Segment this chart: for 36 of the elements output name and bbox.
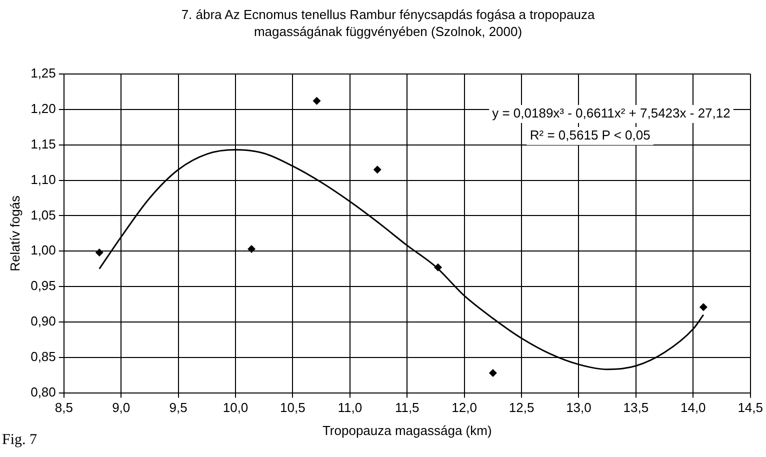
x-tick-label: 11,0 bbox=[338, 400, 362, 416]
x-tick-label: 12,5 bbox=[508, 400, 534, 416]
y-axis-title: Relatív fogás bbox=[7, 194, 22, 272]
x-tick-label: 9,0 bbox=[112, 400, 130, 416]
point bbox=[248, 244, 256, 253]
point bbox=[95, 248, 104, 257]
x-tick-label: 13,0 bbox=[566, 400, 592, 416]
point bbox=[434, 263, 442, 272]
x-tick-label: 14,0 bbox=[680, 400, 706, 416]
y-tick-label: 0,95 bbox=[30, 278, 56, 294]
y-tick-label: 1,20 bbox=[30, 101, 56, 116]
x-tick-label: 10,0 bbox=[222, 400, 248, 416]
x-tick-label: 9,5 bbox=[169, 400, 188, 416]
annotation: y = 0,0189x³ - 0,6611x² + 7,5423x - 27,12 bbox=[492, 106, 730, 121]
y-tick-label: 1,15 bbox=[30, 136, 56, 152]
y-tick-label: 0,90 bbox=[30, 314, 56, 329]
point bbox=[488, 368, 497, 377]
x-tick-label: 14,5 bbox=[738, 400, 764, 416]
x-tick-label: 8,5 bbox=[54, 400, 73, 416]
y-tick-label: 1,05 bbox=[30, 207, 56, 222]
x-tick-label: 12,0 bbox=[452, 400, 477, 416]
x-axis-title: Tropopauza magassága (km) bbox=[322, 422, 492, 438]
y-tick-label: 1,25 bbox=[30, 66, 56, 81]
y-tick-label: 0,85 bbox=[30, 348, 56, 364]
point bbox=[312, 96, 321, 105]
x-tick-label: 11,5 bbox=[394, 400, 420, 416]
point bbox=[699, 303, 708, 312]
y-tick-label: 0,80 bbox=[30, 384, 56, 400]
y-tick-label: 1,00 bbox=[30, 242, 56, 258]
x-tick-label: 10,5 bbox=[280, 400, 306, 416]
y-tick-label: 1,10 bbox=[30, 172, 56, 187]
annotation: R² = 0,5615 P < 0,05 bbox=[530, 128, 650, 143]
chart-title: 7. ábra Az Ecnomus tenellus Rambur fénycsapdás fogása a tropopauza magasságának függvényében (Szolnok, 2000) bbox=[180, 6, 596, 40]
point bbox=[373, 166, 382, 174]
x-tick-label: 13,5 bbox=[623, 400, 649, 416]
caption: Fig. 7 bbox=[2, 432, 38, 449]
